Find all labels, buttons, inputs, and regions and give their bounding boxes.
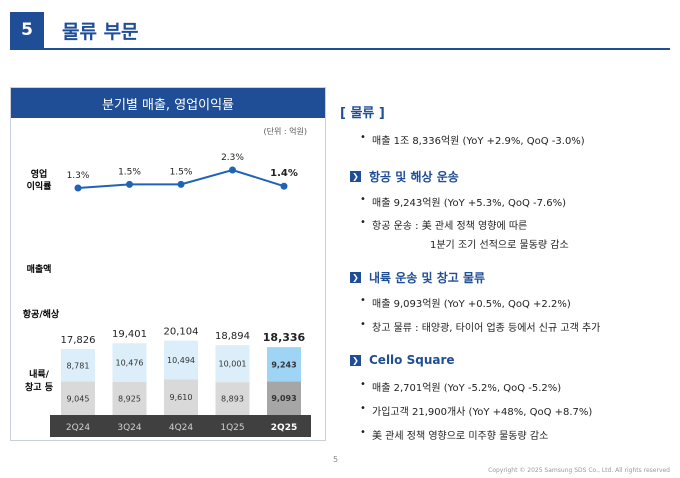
data-label-inland-2Q25: 9,093 [271,394,296,403]
bar-air-sea-4Q24 [164,340,198,380]
list-item-text: 매출 9,093억원 (YoY +0.5%, QoQ +2.2%) [372,299,571,310]
tick-label-2Q25: 2Q25 [271,423,297,433]
list-item: • 美 관세 정책 영향으로 미주향 물동량 감소 [360,427,549,442]
data-label-total-4Q24: 20,104 [164,327,199,338]
bar-inland-2Q24 [61,381,95,415]
margin-point-2Q25 [280,182,288,190]
list-item: • 창고 물류 : 태양광, 타이어 업종 등에서 신규 고객 추가 [360,319,601,334]
row-label-inland-1: 내륙/ [29,368,50,380]
chevron-right-icon: ❯ [350,354,361,366]
bar-air-sea-2Q25 [267,347,301,382]
margin-point-4Q24 [177,180,185,188]
main-bullet-text: 매출 1조 8,336억원 (YoY +2.9%, QoQ -3.0%) [372,136,585,147]
chevron-right-icon: ❯ [350,272,361,283]
chart-title: 분기별 매출, 영업이익률 [11,88,325,118]
margin-label-2Q24: 1.3% [67,171,90,181]
section-air-sea: ❯ 항공 및 해상 운송 [350,168,459,185]
section-cello-square-title: Cello Square [369,353,455,367]
row-label-revenue: 매출액 [27,263,52,275]
bar-inland-1Q25 [215,382,250,415]
bar-inland-2Q25 [267,381,301,415]
data-label-inland-2Q24: 9,045 [67,394,90,403]
list-item: • 가입고객 21,900개사 (YoY +48%, QoQ +8.7%) [360,403,593,418]
list-item-text: 가입고객 21,900개사 (YoY +48%, QoQ +8.7%) [372,407,593,418]
tick-label-3Q24: 3Q24 [117,423,142,433]
section-number: 5 [10,12,44,48]
main-title: [ 물류 ] [340,106,385,121]
data-label-air-sea-4Q24: 10,494 [167,356,195,365]
margin-point-3Q24 [126,180,133,188]
list-item-text: 창고 물류 : 태양광, 타이어 업종 등에서 신규 고객 추가 [372,323,601,334]
revenue-margin-chart: 영업 이익률 매출액 항공/해상 내륙/ 창고 등 9,045 8,781 17,8… [23,153,311,437]
list-item-continuation: 1분기 조기 선적으로 물동량 감소 [430,240,569,251]
margin-label-3Q24: 1.5% [118,167,141,177]
data-label-inland-4Q24: 9,610 [170,393,193,402]
copyright: Copyright © 2025 Samsung SDS Co., Ltd. A… [488,467,670,474]
bar-air-sea-1Q25 [215,345,250,383]
margin-label-4Q24: 1.5% [170,167,193,177]
row-label-margin-1: 영업 [31,168,48,180]
data-label-inland-1Q25: 8,893 [221,395,244,404]
margin-point-2Q24 [74,184,82,192]
bar-air-sea-2Q24 [61,349,95,382]
data-label-air-sea-3Q24: 10,476 [116,359,144,368]
data-label-air-sea-2Q25: 9,243 [271,360,296,369]
bar-inland-3Q24 [112,381,147,415]
data-label-air-sea-2Q24: 8,781 [67,361,90,370]
section-inland: ❯ 내륙 운송 및 창고 물류 [350,269,485,286]
data-label-total-2Q24: 17,826 [61,335,96,346]
list-item-text: 매출 2,701억원 (YoY -5.2%, QoQ -5.2%) [372,383,562,394]
margin-point-1Q25 [229,166,236,174]
bar-air-sea-3Q24 [112,343,147,382]
list-item: • 매출 9,243억원 (YoY +5.3%, QoQ -7.6%) [360,194,566,209]
page-number: 5 [333,455,339,464]
row-label-margin-2: 이익률 [27,180,52,192]
tick-label-1Q25: 1Q25 [220,423,244,433]
chevron-right-icon: ❯ [350,171,361,182]
section-header: 5 물류 부문 [10,12,670,50]
margin-label-2Q25: 1.4% [270,168,298,179]
section-title: 물류 부문 [62,21,139,43]
section-inland-title: 내륙 운송 및 창고 물류 [369,271,486,285]
row-label-air-sea: 항공/해상 [23,308,60,320]
data-label-total-1Q25: 18,894 [215,331,250,342]
list-item-text: 매출 9,243억원 (YoY +5.3%, QoQ -7.6%) [372,198,566,209]
section-air-sea-title: 항공 및 해상 운송 [369,170,459,184]
main-bullet: • 매출 1조 8,336억원 (YoY +2.9%, QoQ -3.0%) [360,132,585,147]
list-item: • 매출 9,093억원 (YoY +0.5%, QoQ +2.2%) [360,295,571,310]
section-cello-square: ❯ Cello Square [350,353,455,367]
data-label-air-sea-1Q25: 10,001 [219,360,247,369]
list-item: • 항공 운송 : 美 관세 정책 영향에 따른 [360,217,528,232]
chart-panel: 분기별 매출, 영업이익률 (단위 : 억원) 영업 이익률 매출액 항공/해상… [10,87,326,441]
x-axis-band [50,415,311,437]
data-label-total-3Q24: 19,401 [112,329,147,340]
chart-unit: (단위 : 억원) [263,127,307,136]
tick-label-2Q24: 2Q24 [66,423,91,433]
list-item-text: 美 관세 정책 영향으로 미주향 물동량 감소 [372,431,549,442]
list-item-text: 항공 운송 : 美 관세 정책 영향에 따른 [372,221,528,232]
row-label-inland-2: 창고 등 [25,381,53,393]
bar-inland-4Q24 [164,379,198,415]
margin-label-1Q25: 2.3% [221,153,244,163]
list-item: • 매출 2,701억원 (YoY -5.2%, QoQ -5.2%) [360,379,562,394]
data-label-total-2Q25: 18,336 [263,331,306,344]
data-label-inland-3Q24: 8,925 [118,394,141,403]
tick-label-4Q24: 4Q24 [169,423,194,433]
